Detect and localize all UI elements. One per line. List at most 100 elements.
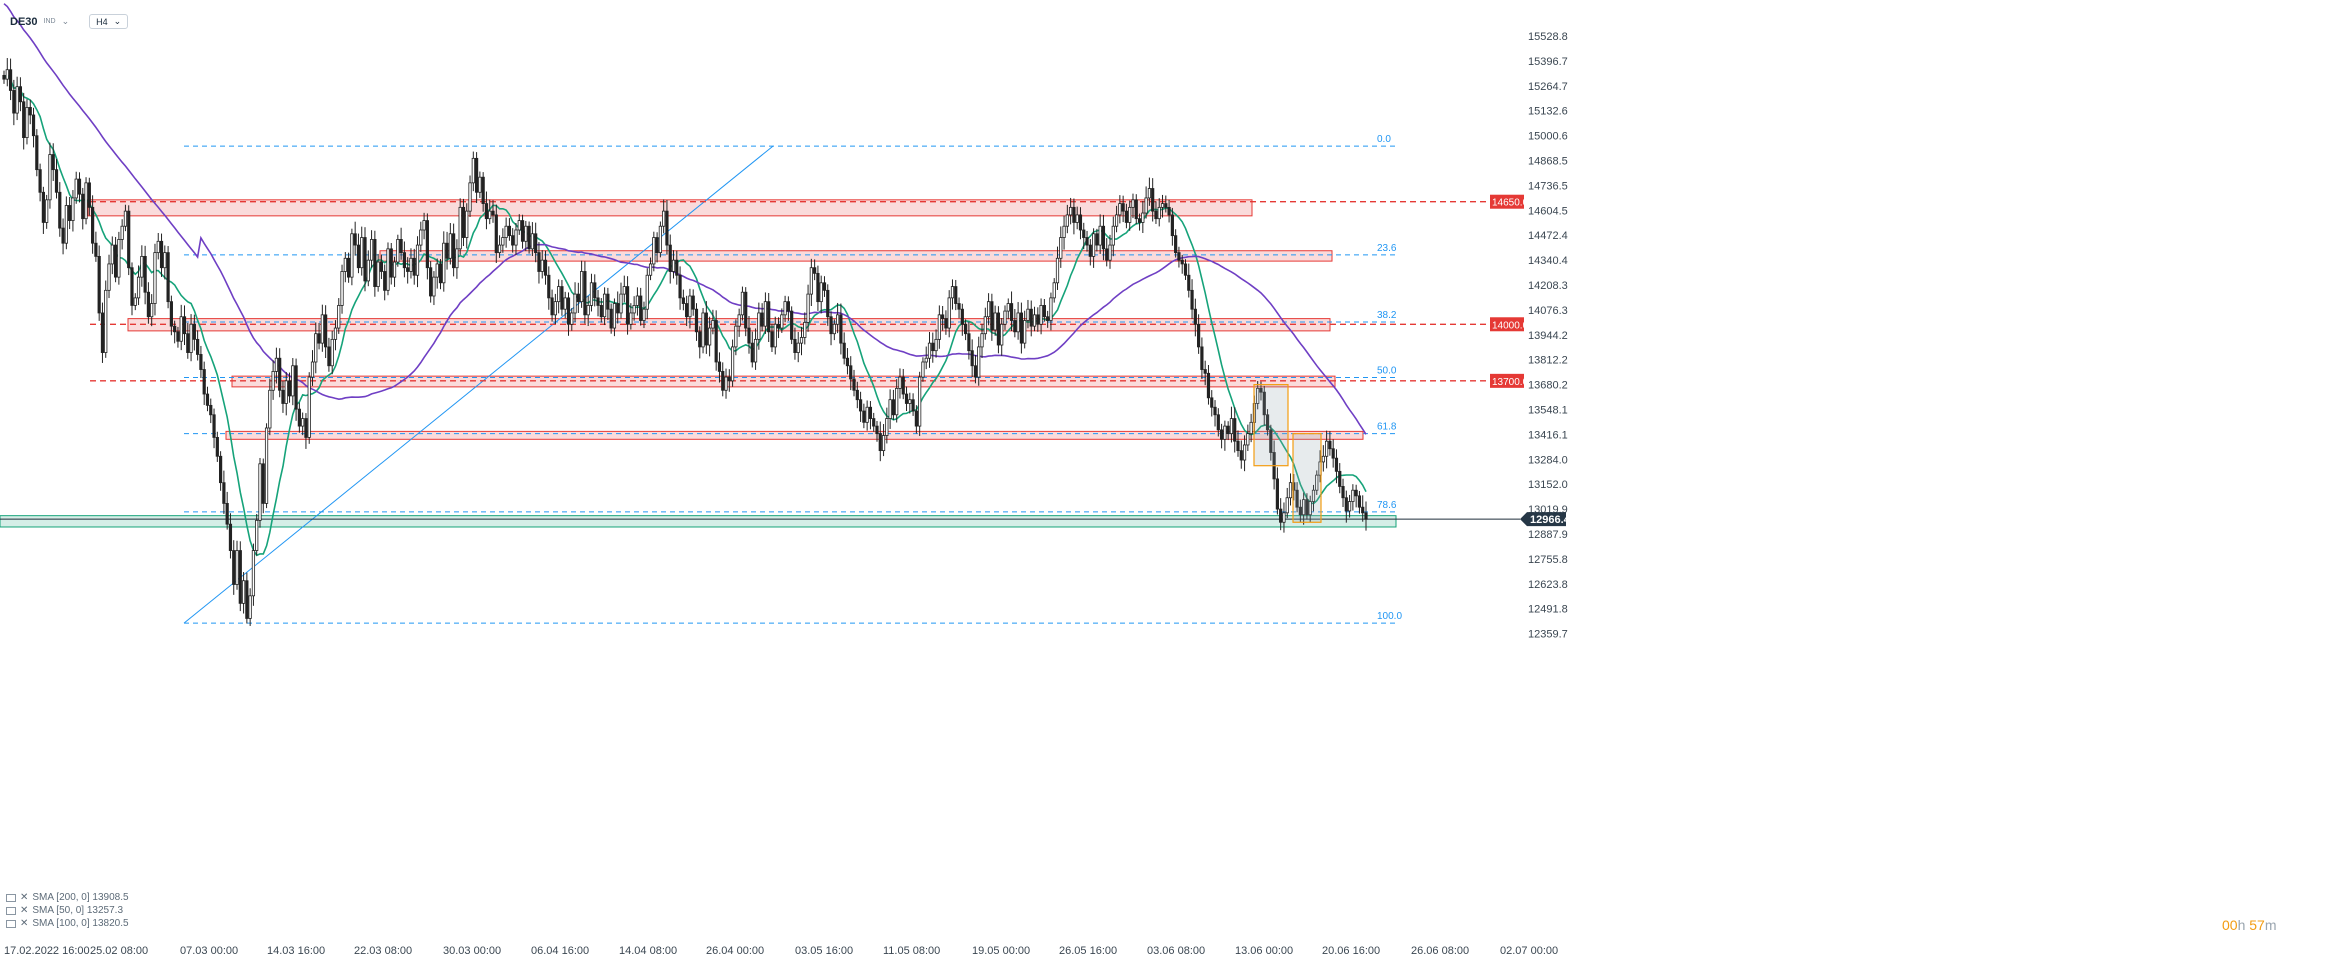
candle-up: [271, 371, 275, 391]
candle-up: [140, 255, 144, 278]
candle-down: [100, 312, 105, 353]
x-tick-label: 26.06 08:00: [1411, 945, 1469, 957]
candle-down: [941, 314, 945, 320]
candle-up: [724, 376, 728, 391]
candle-up: [1147, 188, 1151, 199]
candle-up: [773, 323, 777, 348]
timer-hours-unit: h: [2237, 917, 2246, 933]
candle-down: [1344, 497, 1348, 512]
candle-down: [353, 233, 357, 246]
candle-up: [819, 282, 823, 303]
candle-up: [301, 418, 305, 427]
candle-down: [704, 312, 708, 346]
candle-down: [858, 399, 863, 412]
candle-up: [150, 303, 154, 318]
candle-up: [340, 271, 344, 306]
candle-up: [1092, 233, 1096, 257]
candle-down: [1078, 214, 1083, 231]
candle-up: [645, 274, 649, 310]
y-tick-label: 14736.5: [1528, 180, 1568, 192]
candle-down: [606, 293, 610, 310]
candle-up: [888, 399, 892, 419]
candle-down: [665, 210, 669, 246]
candle-down: [1088, 244, 1092, 257]
candle-up: [255, 519, 259, 551]
x-tick-label: 03.05 16:00: [795, 945, 853, 957]
eye-icon[interactable]: [6, 919, 16, 928]
candle-down: [547, 274, 551, 299]
candle-up: [898, 376, 902, 389]
price-level-badge: [1490, 373, 1524, 388]
time-axis[interactable]: 17.02.2022 16:00 25.02 08:00 07.03 00:00 14…: [4, 945, 1558, 957]
candle-down: [429, 267, 433, 297]
candle-down: [931, 342, 935, 352]
candle-down: [560, 286, 564, 310]
candle-down: [1013, 320, 1017, 333]
candle-down: [1105, 248, 1109, 261]
close-icon[interactable]: ✕: [20, 918, 29, 929]
candle-down: [77, 178, 82, 195]
candle-down: [383, 271, 387, 291]
pattern-boxes-layer: [1253, 384, 1322, 523]
candle-down: [593, 282, 597, 299]
timeframe-selector[interactable]: H4 ⌄: [89, 14, 129, 29]
candle-down: [967, 333, 971, 352]
x-tick-label: 19.05 00:00: [972, 945, 1030, 957]
candle-down: [215, 437, 219, 457]
candle-up: [622, 286, 626, 295]
candle-up: [320, 314, 324, 344]
candle-down: [849, 365, 853, 380]
fib-label: 61.8: [1377, 422, 1397, 433]
candle-up: [589, 282, 594, 306]
candle-down: [625, 286, 630, 325]
chevron-down-icon[interactable]: ⌄: [61, 16, 70, 26]
eye-icon[interactable]: [6, 906, 16, 915]
x-tick-label: 06.04 16:00: [531, 945, 589, 957]
candle-up: [104, 289, 108, 353]
price-axis[interactable]: 15528.8 15396.7 15264.7 15132.6 15000.6 14868…: [1528, 31, 1568, 641]
candle-up: [163, 252, 167, 269]
legend-item[interactable]: ✕ SMA [100, 0] 13820.5: [6, 917, 129, 930]
candle-timer: 00h 57m: [2222, 917, 2277, 933]
candle-down: [816, 272, 820, 303]
candle-up: [803, 321, 807, 338]
legend-item[interactable]: ✕ SMA [50, 0] 13257.3: [6, 904, 129, 917]
candle-down: [1154, 210, 1158, 220]
timeframe-label: H4: [96, 16, 108, 27]
candle-down: [826, 289, 830, 318]
candle-down: [94, 242, 98, 257]
current-price-label: 12966.4: [1530, 514, 1571, 526]
candle-up: [248, 595, 252, 619]
candle-up: [740, 291, 745, 316]
candle-down: [445, 242, 449, 259]
candle-down: [1341, 486, 1345, 499]
candle-down: [790, 310, 794, 340]
candle-down: [872, 418, 876, 427]
symbol-label[interactable]: DE30: [10, 15, 38, 28]
legend-item[interactable]: ✕ SMA [200, 0] 13908.5: [6, 891, 129, 904]
candle-down: [222, 482, 226, 504]
close-icon[interactable]: ✕: [20, 905, 29, 916]
candle-down: [576, 293, 580, 303]
candle-down: [205, 393, 210, 406]
candle-up: [45, 199, 49, 223]
candle-up: [937, 314, 941, 340]
candle-up: [415, 244, 420, 276]
candle-up: [701, 312, 705, 348]
eye-icon[interactable]: [6, 893, 16, 902]
candle-down: [786, 301, 790, 312]
x-tick-label: 02.07 00:00: [1500, 945, 1558, 957]
candle-up: [1141, 212, 1145, 223]
candle-up: [563, 297, 567, 310]
candle-up: [471, 157, 475, 184]
candle-up: [1282, 512, 1286, 523]
candle-up: [1128, 206, 1132, 223]
close-icon[interactable]: ✕: [20, 892, 29, 903]
candle-up: [1049, 297, 1053, 321]
candle-up: [711, 320, 715, 329]
candle-up: [386, 248, 390, 291]
candle-down: [1183, 263, 1188, 276]
candle-down: [1029, 308, 1033, 327]
x-tick-label: 14.04 08:00: [619, 945, 677, 957]
